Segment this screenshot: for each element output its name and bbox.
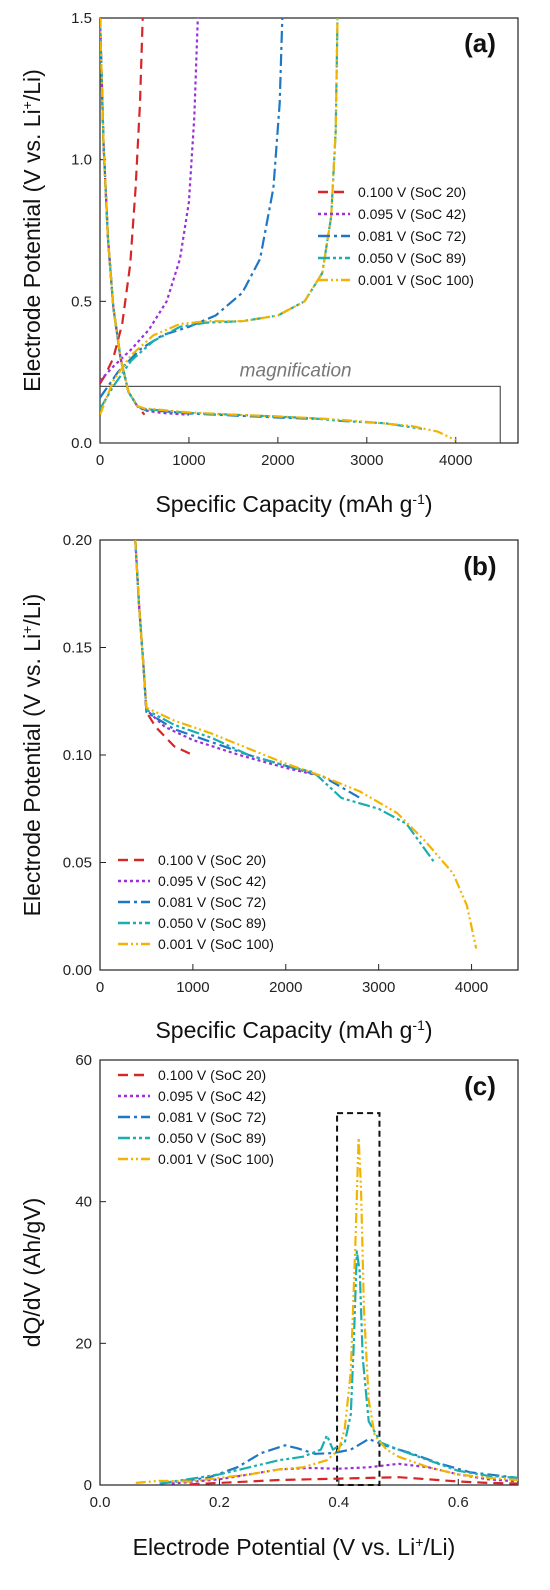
legend-entry: 0.050 V (SoC 89)	[158, 915, 266, 931]
x-tick-label: 0.0	[90, 1494, 111, 1511]
plot-frame	[99, 1059, 519, 1486]
y-axis-label: Electrode Potential (V vs. Li+/Li)	[19, 594, 45, 917]
x-tick-label: 0.6	[448, 1494, 469, 1511]
legend-entry: 0.050 V (SoC 89)	[358, 250, 466, 266]
series-line-s100	[100, 18, 339, 416]
y-tick-label: 0.15	[63, 640, 92, 657]
y-tick-label: 1.0	[71, 152, 92, 169]
x-axis-label: Electrode Potential (V vs. Li+/Li)	[133, 1534, 456, 1560]
series-group	[134, 540, 478, 949]
x-tick-label: 2000	[269, 979, 302, 996]
panel-label: (b)	[463, 551, 496, 581]
x-axis-label: Specific Capacity (mAh g-1)	[155, 1017, 432, 1043]
panel-label: (a)	[464, 28, 496, 58]
x-tick-label: 4000	[439, 452, 472, 469]
peak-highlight-box	[336, 1112, 381, 1486]
x-tick-label: 0.4	[328, 1494, 349, 1511]
series-line-s42	[100, 18, 189, 416]
y-axis-label-text: Electrode Potential (V vs. Li+/Li)	[19, 594, 45, 917]
series-line-s100	[100, 18, 457, 442]
y-axis-label: dQ/dV (Ah/gV)	[19, 1198, 45, 1348]
y-tick-label: 0	[84, 1477, 92, 1494]
series-line-s72	[100, 18, 284, 399]
series-line-s42	[171, 1462, 518, 1485]
x-axis-label-text: Specific Capacity (mAh g-1)	[155, 491, 432, 517]
y-axis-label-text: dQ/dV (Ah/gV)	[19, 1198, 45, 1348]
series-line-s89	[159, 1250, 518, 1485]
legend-entry: 0.081 V (SoC 72)	[358, 228, 466, 244]
y-tick-label: 0.20	[63, 532, 92, 549]
x-tick-label: 0.2	[209, 1494, 230, 1511]
legend-entry: 0.001 V (SoC 100)	[158, 936, 274, 952]
y-tick-label: 60	[75, 1052, 92, 1069]
legend-entry: 0.100 V (SoC 20)	[358, 184, 466, 200]
series-line-s72	[134, 540, 361, 799]
x-tick-label: 2000	[261, 452, 294, 469]
series-line-s42	[134, 540, 314, 776]
legend-entry: 0.081 V (SoC 72)	[158, 1109, 266, 1125]
legend-entry: 0.050 V (SoC 89)	[158, 1130, 266, 1146]
legend: 0.100 V (SoC 20) 0.095 V (SoC 42) 0.081 V …	[118, 852, 274, 952]
series-group	[135, 1136, 518, 1485]
legend-entry: 0.081 V (SoC 72)	[158, 894, 266, 910]
y-tick-label: 0.05	[63, 855, 92, 872]
y-tick-label: 20	[75, 1335, 92, 1352]
x-axis-label-text: Electrode Potential (V vs. Li+/Li)	[133, 1534, 456, 1560]
x-tick-label: 0	[96, 979, 104, 996]
y-tick-label: 0.0	[71, 435, 92, 452]
y-tick-label: 0.5	[71, 293, 92, 310]
panel-label: (c)	[464, 1071, 496, 1101]
legend-entry: 0.001 V (SoC 100)	[358, 272, 474, 288]
x-tick-label: 0	[96, 452, 104, 469]
x-tick-label: 1000	[172, 452, 205, 469]
panel-2: 0 1000 2000 3000 4000 0.00 0.05 0.10 0.15 0.20 (b)…	[19, 532, 519, 1043]
x-axis-label: Specific Capacity (mAh g-1)	[155, 491, 432, 517]
legend-entry: 0.095 V (SoC 42)	[158, 1088, 266, 1104]
y-tick-label: 40	[75, 1194, 92, 1211]
legend: 0.100 V (SoC 20) 0.095 V (SoC 42) 0.081 V …	[318, 184, 474, 288]
x-tick-label: 1000	[176, 979, 209, 996]
legend-entry: 0.095 V (SoC 42)	[158, 873, 266, 889]
legend: 0.100 V (SoC 20) 0.095 V (SoC 42) 0.081 V …	[118, 1067, 274, 1167]
legend-entry: 0.100 V (SoC 20)	[158, 852, 266, 868]
legend-entry: 0.095 V (SoC 42)	[358, 206, 466, 222]
series-line-s20	[189, 1476, 518, 1485]
legend-entry: 0.100 V (SoC 20)	[158, 1067, 266, 1083]
series-line-s89	[134, 540, 436, 864]
y-tick-label: 0.10	[63, 747, 92, 764]
legend-entry: 0.001 V (SoC 100)	[158, 1151, 274, 1167]
x-tick-label: 3000	[350, 452, 383, 469]
x-tick-label: 3000	[362, 979, 395, 996]
x-tick-label: 4000	[455, 979, 488, 996]
series-line-s89	[100, 18, 339, 410]
series-line-s100	[135, 1136, 518, 1484]
x-axis-label-text: Specific Capacity (mAh g-1)	[155, 1017, 432, 1043]
panel-1: 0 1000 2000 3000 4000 0.0 0.5 1.0 1.5 magnificati…	[19, 10, 519, 517]
y-tick-label: 0.00	[63, 962, 92, 979]
y-axis-label-text: Electrode Potential (V vs. Li+/Li)	[19, 69, 45, 392]
series-group	[100, 18, 457, 442]
series-line-s42	[100, 18, 199, 382]
series-line-s100	[134, 540, 478, 949]
magnification-label: magnification	[240, 360, 352, 381]
magnification-box	[99, 385, 501, 444]
y-tick-label: 1.5	[71, 10, 92, 27]
y-axis-label: Electrode Potential (V vs. Li+/Li)	[19, 69, 45, 392]
